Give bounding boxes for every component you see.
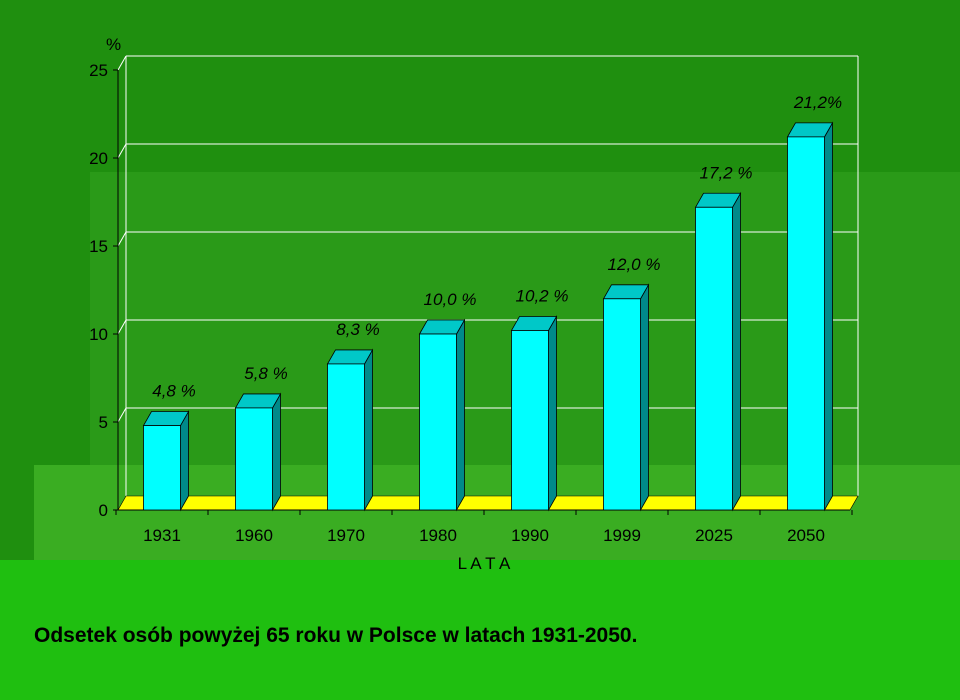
- bar-side: [180, 410, 189, 512]
- bar: [602, 283, 650, 512]
- y-tick-label: 25: [89, 61, 108, 80]
- bar-top: [602, 284, 650, 300]
- gridline-depth: [117, 231, 127, 247]
- y-tick-label: 10: [89, 325, 108, 344]
- y-tick-label: 20: [89, 149, 108, 168]
- data-label: 21,2%: [793, 93, 842, 112]
- bar-side: [456, 318, 465, 512]
- bar-side: [272, 392, 281, 512]
- bar-top: [326, 349, 374, 365]
- y-tick-label: 0: [99, 501, 108, 520]
- gridlines: [117, 55, 859, 496]
- bar: [786, 121, 834, 512]
- gridline-depth: [117, 143, 127, 159]
- bar-front: [511, 330, 549, 511]
- bar-front: [235, 407, 273, 511]
- bar: [510, 314, 558, 512]
- floor-plane: [117, 495, 859, 511]
- x-tick-label: 1980: [419, 526, 457, 545]
- chart-floor: [117, 495, 859, 511]
- background-band-3: [0, 560, 960, 700]
- gridline-depth: [117, 55, 127, 71]
- bar: [326, 348, 374, 512]
- y-tick-label: 15: [89, 237, 108, 256]
- x-tick-label: 1970: [327, 526, 365, 545]
- bar-top: [786, 122, 834, 138]
- bar-top: [510, 316, 558, 331]
- data-label: 17,2 %: [700, 163, 753, 182]
- data-label: 10,2 %: [516, 286, 569, 305]
- bar-front: [695, 206, 733, 511]
- bar: [418, 318, 466, 512]
- x-tick-label: 1931: [143, 526, 181, 545]
- bar: [234, 392, 282, 512]
- data-label: 5,8 %: [244, 364, 287, 383]
- bar-side: [548, 314, 557, 512]
- data-label: 10,0 %: [424, 290, 477, 309]
- bar-front: [787, 136, 825, 511]
- data-labels: 4,8 % 5,8 % 8,3 % 10,0 % 10,2 % 12,0 % 17,2 % 2…: [152, 93, 842, 401]
- x-tick-label: 1960: [235, 526, 273, 545]
- x-tick-label: 1990: [511, 526, 549, 545]
- bar-front: [603, 298, 641, 511]
- x-axis-title: L A T A: [458, 554, 511, 573]
- bar-side: [640, 283, 649, 512]
- gridline-depth: [117, 407, 127, 423]
- gridline-depth: [117, 319, 127, 335]
- bar: [142, 410, 190, 512]
- bar-front: [419, 333, 457, 511]
- bar-side: [824, 121, 833, 512]
- bar: [694, 191, 742, 512]
- bar-top: [694, 192, 742, 208]
- bar-side: [732, 191, 741, 512]
- data-label: 12,0 %: [608, 255, 661, 274]
- data-label: 8,3 %: [336, 320, 379, 339]
- y-tick-label: 5: [99, 413, 108, 432]
- x-tick-label: 2050: [787, 526, 825, 545]
- x-tick-label: 1999: [603, 526, 641, 545]
- bar-top: [142, 411, 190, 426]
- data-label: 4,8 %: [152, 382, 195, 401]
- bar-front: [143, 425, 181, 511]
- bars: [142, 121, 834, 512]
- x-tick-label: 2025: [695, 526, 733, 545]
- bar-front: [327, 363, 365, 511]
- bar-side: [364, 348, 373, 512]
- y-axis-title: %: [106, 35, 121, 54]
- bar-top: [418, 319, 466, 335]
- bar-top: [234, 393, 282, 409]
- chart-caption: Odsetek osób powyżej 65 roku w Polsce w …: [34, 624, 638, 647]
